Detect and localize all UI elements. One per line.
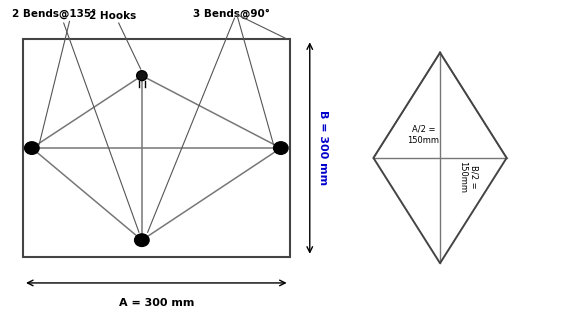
Text: 2 Hooks: 2 Hooks <box>89 12 137 21</box>
Ellipse shape <box>134 234 149 246</box>
Text: A/2 =
150mm: A/2 = 150mm <box>408 125 439 145</box>
Text: A = 300 mm: A = 300 mm <box>119 298 194 308</box>
Text: B = 300 mm: B = 300 mm <box>317 111 328 186</box>
Bar <box>23 39 290 257</box>
Text: 3 Bends@90°: 3 Bends@90° <box>193 8 270 18</box>
Ellipse shape <box>24 142 39 154</box>
Text: B/2 =
150mm: B/2 = 150mm <box>458 161 478 193</box>
Ellipse shape <box>137 71 147 81</box>
Text: 2 Bends@135°: 2 Bends@135° <box>12 8 96 18</box>
Ellipse shape <box>273 142 288 154</box>
